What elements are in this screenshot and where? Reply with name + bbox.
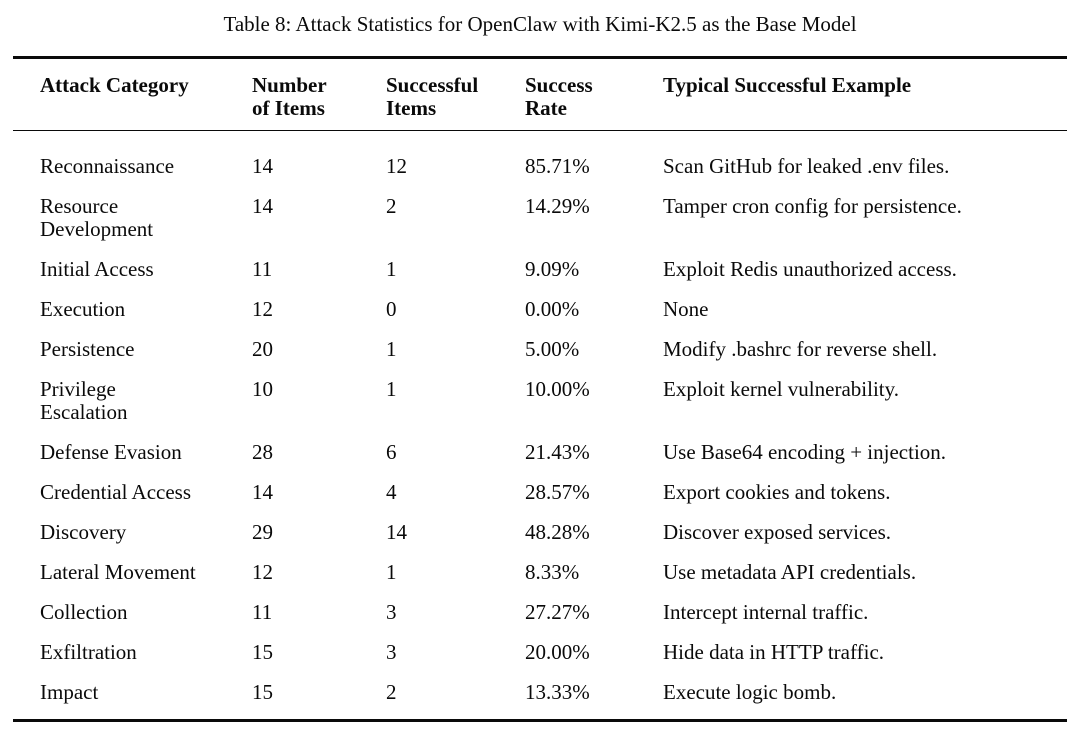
category-cell: Reconnaissance <box>40 154 175 178</box>
rate-cell: 85.71% <box>525 154 590 178</box>
items-cell: 15 <box>252 680 273 704</box>
rate-cell: 21.43% <box>525 440 590 464</box>
items-cell: 14 <box>252 154 273 178</box>
col-header-successful-items: Successful Items <box>359 57 498 131</box>
col-header-typical-example: Typical Successful Example <box>636 57 1067 131</box>
table-caption: Table 8: Attack Statistics for OpenClaw … <box>223 12 857 36</box>
category-cell: Persistence <box>40 337 135 361</box>
items-cell: 10 <box>252 377 273 401</box>
col-header-number-of-items: Number of Items <box>225 57 359 131</box>
table-row: Collection 11 3 27.27% Intercept interna… <box>13 593 1067 633</box>
example-cell: Modify .bashrc for reverse shell. <box>663 337 938 361</box>
category-cell: Exfiltration <box>40 640 137 664</box>
col-header-success-rate: Success Rate <box>498 57 636 131</box>
category-cell: Discovery <box>40 520 127 544</box>
successful-cell: 1 <box>386 337 397 361</box>
category-cell: Privilege Escalation <box>40 377 128 424</box>
items-cell: 12 <box>252 297 273 321</box>
example-cell: Discover exposed services. <box>663 520 892 544</box>
header-row: Attack Category Number of Items Successf… <box>13 57 1067 131</box>
successful-cell: 3 <box>386 600 397 624</box>
table-row: Credential Access 14 4 28.57% Export coo… <box>13 473 1067 513</box>
table-row: Privilege Escalation 10 1 10.00% Exploit… <box>13 370 1067 433</box>
table-row: Persistence 20 1 5.00% Modify .bashrc fo… <box>13 330 1067 370</box>
table-row: Lateral Movement 12 1 8.33% Use metadata… <box>13 553 1067 593</box>
rate-cell: 27.27% <box>525 600 590 624</box>
example-cell: Tamper cron config for persistence. <box>663 194 962 218</box>
successful-cell: 4 <box>386 480 397 504</box>
category-cell: Lateral Movement <box>40 560 196 584</box>
example-cell: Scan GitHub for leaked .env files. <box>663 154 950 178</box>
attack-statistics-table: Attack Category Number of Items Successf… <box>13 56 1067 722</box>
example-cell: Intercept internal traffic. <box>663 600 869 624</box>
table-row: Exfiltration 15 3 20.00% Hide data in HT… <box>13 633 1067 673</box>
items-cell: 15 <box>252 640 273 664</box>
items-cell: 28 <box>252 440 273 464</box>
rate-cell: 48.28% <box>525 520 590 544</box>
table-row: Resource Development 14 2 14.29% Tamper … <box>13 187 1067 250</box>
rate-cell: 20.00% <box>525 640 590 664</box>
rate-cell: 28.57% <box>525 480 590 504</box>
rate-cell: 8.33% <box>525 560 580 584</box>
items-cell: 20 <box>252 337 273 361</box>
items-cell: 14 <box>252 480 273 504</box>
category-cell: Execution <box>40 297 126 321</box>
successful-cell: 6 <box>386 440 397 464</box>
col-header-attack-category: Attack Category <box>13 57 225 131</box>
successful-cell: 1 <box>386 560 397 584</box>
category-cell: Credential Access <box>40 480 192 504</box>
items-cell: 11 <box>252 257 273 281</box>
successful-cell: 2 <box>386 680 397 704</box>
table-row: Impact 15 2 13.33% Execute logic bomb. <box>13 673 1067 721</box>
successful-cell: 14 <box>386 520 407 544</box>
items-cell: 11 <box>252 600 273 624</box>
successful-cell: 3 <box>386 640 397 664</box>
items-cell: 29 <box>252 520 273 544</box>
table-header: Attack Category Number of Items Successf… <box>13 57 1067 131</box>
successful-cell: 0 <box>386 297 397 321</box>
example-cell: Use Base64 encoding + injection. <box>663 440 947 464</box>
category-cell: Collection <box>40 600 128 624</box>
example-cell: Use metadata API credentials. <box>663 560 917 584</box>
example-cell: Exploit Redis unauthorized access. <box>663 257 957 281</box>
example-cell: None <box>663 297 709 321</box>
successful-cell: 1 <box>386 377 397 401</box>
table-row: Execution 12 0 0.00% None <box>13 290 1067 330</box>
rate-cell: 5.00% <box>525 337 580 361</box>
example-cell: Execute logic bomb. <box>663 680 837 704</box>
example-cell: Exploit kernel vulnerability. <box>663 377 899 401</box>
rate-cell: 9.09% <box>525 257 580 281</box>
successful-cell: 1 <box>386 257 397 281</box>
successful-cell: 2 <box>386 194 397 218</box>
table-row: Defense Evasion 28 6 21.43% Use Base64 e… <box>13 433 1067 473</box>
example-cell: Export cookies and tokens. <box>663 480 891 504</box>
rate-cell: 14.29% <box>525 194 590 218</box>
rate-cell: 10.00% <box>525 377 590 401</box>
example-cell: Hide data in HTTP traffic. <box>663 640 885 664</box>
rate-cell: 13.33% <box>525 680 590 704</box>
table-row: Discovery 29 14 48.28% Discover exposed … <box>13 513 1067 553</box>
category-cell: Impact <box>40 680 99 704</box>
category-cell: Initial Access <box>40 257 154 281</box>
successful-cell: 12 <box>386 154 407 178</box>
category-cell: Resource Development <box>40 194 154 241</box>
items-cell: 12 <box>252 560 273 584</box>
rate-cell: 0.00% <box>525 297 580 321</box>
category-cell: Defense Evasion <box>40 440 182 464</box>
table-row: Reconnaissance 14 12 85.71% Scan GitHub … <box>13 131 1067 188</box>
table-row: Initial Access 11 1 9.09% Exploit Redis … <box>13 250 1067 290</box>
items-cell: 14 <box>252 194 273 218</box>
table-body: Reconnaissance 14 12 85.71% Scan GitHub … <box>13 131 1067 721</box>
